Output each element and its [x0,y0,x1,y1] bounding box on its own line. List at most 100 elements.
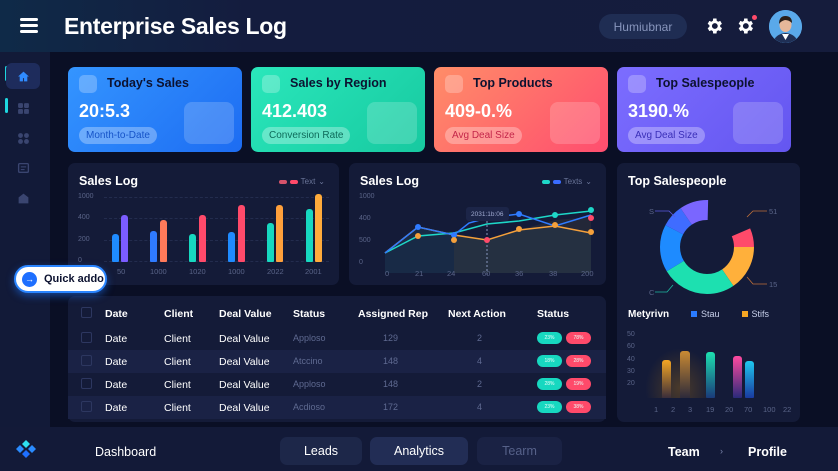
bar[interactable] [189,234,196,262]
breadcrumb-team[interactable]: Team [668,445,700,459]
bar[interactable] [706,352,715,398]
status-badge[interactable]: 28% [537,378,562,390]
table-row[interactable]: Date Client Deal Value Acdioso 172 4 23%… [68,396,606,419]
bar[interactable] [112,234,119,262]
chart-legend[interactable]: Texts ⌄ [541,177,592,186]
x-tick: 1000 [228,267,245,276]
y-tick: 500 [359,237,371,244]
y-tick: 40 [627,356,635,363]
line-chart[interactable] [349,163,606,285]
bar[interactable] [228,232,235,262]
y-tick: 60 [627,343,635,350]
x-tick: 36 [515,269,524,278]
tab-analytics[interactable]: Analytics [370,437,468,465]
home-icon [17,71,29,81]
row-checkbox[interactable] [81,332,92,343]
status-badge[interactable]: 18% [537,355,562,367]
cell-next: 2 [477,379,483,389]
table-row[interactable]: Date Client Deal Value Apploso 148 2 28%… [68,373,606,396]
breadcrumb-profile[interactable]: Profile [748,445,787,459]
shield-check-icon [367,102,417,144]
donut-chart[interactable] [617,191,800,301]
cell-next: 2 [477,333,483,343]
top-bar: Enterprise Sales Log Humiubnar [0,0,838,52]
chart-legend[interactable]: Text ⌄ [278,177,325,186]
sidebar-item-mail[interactable] [6,185,40,211]
table-row[interactable]: Date Client Deal Value Apploso 129 2 23%… [68,327,606,350]
card-pill: Month-to-Date [79,127,157,144]
bar[interactable] [745,361,754,398]
row-checkbox[interactable] [81,401,92,412]
card-pill: Avg Deal Size [445,127,522,144]
card-value: 409-0.% [445,101,513,121]
quick-add-button[interactable]: → Quick addo [14,265,107,293]
select-all-checkbox[interactable] [81,307,92,318]
cell-deal: Deal Value [219,356,270,368]
cell-rep: 148 [383,356,399,366]
x-tick: 21 [415,269,424,278]
sidebar [0,52,50,427]
bar[interactable] [680,351,690,398]
sidebar-item-grid[interactable] [6,95,40,121]
tab-leads[interactable]: Leads [280,437,362,465]
sidebar-item-home[interactable] [6,63,40,89]
bar[interactable] [306,209,313,262]
bar[interactable] [267,223,274,262]
status-badge[interactable]: 19% [566,378,591,390]
cell-rep: 172 [383,402,399,412]
col-header[interactable]: Status [293,308,326,320]
col-header[interactable]: Date [105,308,128,320]
panel-title: Top Salespeople [628,174,727,188]
document-icon [17,162,29,173]
bar[interactable] [238,205,245,262]
y-tick: 0 [359,259,363,266]
card-todays-sales[interactable]: Today's Sales 20:5.3 Month-to-Date [68,67,242,152]
status-badge[interactable]: 23% [537,401,562,413]
bar[interactable] [150,231,157,262]
x-tick: 22 [783,405,792,414]
x-tick: 1000 [150,267,167,276]
cell-date: Date [105,356,128,368]
x-tick: 2 [671,405,676,414]
card-sales-by-region[interactable]: Sales by Region 412.403 Conversion Rate [251,67,425,152]
sidebar-item-documents[interactable] [6,155,40,181]
card-title: Sales by Region [290,76,387,90]
col-header[interactable]: Next Action [448,308,506,320]
metrics-legend[interactable]: Stau Stifs [691,309,769,319]
bar[interactable] [199,215,206,262]
bar[interactable] [276,205,283,262]
col-header[interactable]: Client [164,308,194,320]
status-badge[interactable]: 23% [537,332,562,344]
status-badge[interactable]: 78% [566,332,591,344]
nav-dashboard[interactable]: Dashboard [95,445,157,459]
status-badge[interactable]: 38% [566,401,591,413]
cell-status: Apploso [293,333,326,343]
bar[interactable] [121,215,128,262]
logo-icon[interactable] [15,440,37,458]
cell-date: Date [105,333,128,345]
card-top-products[interactable]: Top Products 409-0.% Avg Deal Size [434,67,608,152]
x-tick: 0 [385,269,390,278]
settings-icon[interactable] [735,16,755,36]
gear-icon[interactable] [704,16,724,36]
cell-status: Atccino [293,356,323,366]
col-header[interactable]: Assigned Rep [358,308,429,320]
card-value: 20:5.3 [79,101,131,121]
row-checkbox[interactable] [81,378,92,389]
bar[interactable] [662,360,671,398]
bar[interactable] [315,194,322,262]
bar[interactable] [160,220,167,262]
row-checkbox[interactable] [81,355,92,366]
col-header[interactable]: Status [537,308,570,320]
menu-icon[interactable] [20,18,38,34]
bar[interactable] [733,356,742,398]
table-row[interactable]: Date Client Deal Value Atccino 148 4 18%… [68,350,606,373]
card-top-salespeople[interactable]: Top Salespeople 3190.% Avg Deal Size [617,67,791,152]
avatar[interactable] [769,10,802,43]
search-pill[interactable]: Humiubnar [599,14,687,39]
tab-team[interactable]: Tearm [477,437,562,465]
card-title: Top Products [473,76,553,90]
col-header[interactable]: Deal Value [219,308,272,320]
sidebar-item-apps[interactable] [6,125,40,151]
status-badge[interactable]: 28% [566,355,591,367]
